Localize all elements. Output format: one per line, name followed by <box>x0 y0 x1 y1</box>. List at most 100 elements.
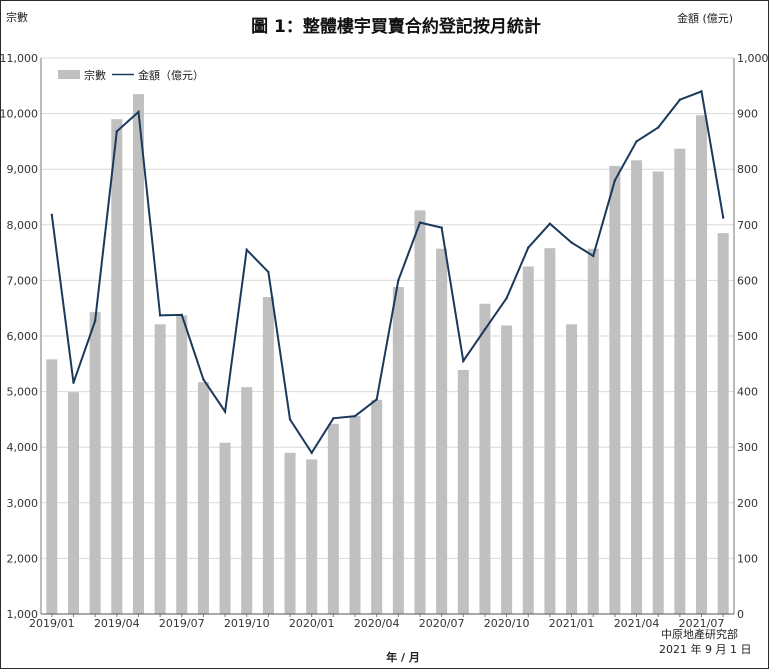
right-tick-label: 300 <box>737 441 758 454</box>
bar <box>219 442 231 614</box>
bar <box>566 324 578 614</box>
x-tick-label: 2020/01 <box>289 617 335 630</box>
bar <box>132 94 144 614</box>
bar <box>501 325 513 614</box>
bar <box>111 119 123 614</box>
x-axis-label: 年 / 月 <box>386 650 420 664</box>
line-point <box>462 359 465 363</box>
chart-title: 圖 1：整體樓宇買賣合約登記按月統計 <box>251 16 541 37</box>
right-tick-label: 100 <box>737 552 758 565</box>
bar <box>696 115 708 614</box>
line-point <box>115 130 118 133</box>
x-tick-label: 2021/01 <box>549 617 595 630</box>
bar <box>89 312 101 614</box>
bar <box>436 248 448 614</box>
bar <box>371 399 383 614</box>
left-axis-unit: 宗數 <box>6 10 28 24</box>
x-tick-label: 2019/07 <box>159 617 205 630</box>
left-tick-label: 3,000 <box>7 497 39 510</box>
line-point <box>613 179 617 182</box>
left-tick-label: 1,000 <box>7 608 39 621</box>
bar <box>522 266 534 614</box>
right-axis-unit: 金額 (億元) <box>677 11 733 25</box>
line-point <box>202 378 205 381</box>
right-tick-label: 0 <box>737 608 744 621</box>
left-tick-label: 2,000 <box>7 552 39 565</box>
line-point <box>137 110 140 114</box>
bar <box>67 392 79 614</box>
line-point <box>635 140 638 143</box>
bar <box>674 148 686 615</box>
bar <box>176 315 188 614</box>
line-point <box>310 451 313 454</box>
right-tick-label: 800 <box>737 163 758 176</box>
right-tick-label: 1,000 <box>737 52 768 65</box>
line-point <box>353 414 357 418</box>
bar <box>652 171 664 614</box>
bar <box>197 382 209 614</box>
left-tick-label: 9,000 <box>7 163 39 176</box>
right-tick-label: 700 <box>737 219 758 232</box>
x-tick-label: 2020/04 <box>354 617 400 630</box>
x-tick-label: 2021/04 <box>614 617 660 630</box>
left-tick-label: 6,000 <box>7 330 39 343</box>
bar <box>306 459 318 614</box>
legend-bar-swatch <box>58 70 80 79</box>
bar <box>46 359 58 614</box>
bar <box>241 387 253 614</box>
line-point <box>657 126 660 129</box>
left-tick-label: 5,000 <box>7 386 39 399</box>
line-point <box>332 417 335 420</box>
line-point <box>505 296 508 300</box>
bar <box>327 423 339 614</box>
bar <box>262 297 274 614</box>
bar-series <box>46 94 729 615</box>
line-point <box>440 226 443 229</box>
bar <box>349 416 361 614</box>
line-point <box>72 381 75 384</box>
bar <box>154 324 166 614</box>
right-tick-label: 900 <box>737 108 758 121</box>
bar <box>631 160 643 614</box>
bar <box>609 165 621 614</box>
legend-bar-label: 宗數 <box>84 68 106 82</box>
line-point <box>93 319 97 323</box>
legend-line-label: 金額（億元） <box>138 68 204 82</box>
x-tick-label: 2019/04 <box>94 617 140 630</box>
amount-line <box>50 90 725 455</box>
bar <box>587 248 599 614</box>
line-point <box>592 254 595 258</box>
left-tick-label: 11,000 <box>1 52 38 65</box>
bar <box>717 233 729 614</box>
line-point <box>375 398 378 401</box>
line-point <box>483 328 487 331</box>
line-point <box>245 248 248 252</box>
line-point <box>288 418 292 421</box>
line-point <box>527 246 530 249</box>
x-tick-label: 2020/07 <box>419 617 465 630</box>
line-point <box>223 410 227 413</box>
line-point <box>700 90 703 93</box>
x-tick-label: 2021/07 <box>679 617 725 630</box>
line-point <box>548 222 552 225</box>
x-tick-label: 2019/10 <box>224 617 270 630</box>
bar <box>414 210 426 614</box>
tick-labels: 1,000 2,000 3,000 4,000 5,000 6,000 7,000 8,000… <box>1 52 768 630</box>
right-tick-label: 200 <box>737 497 758 510</box>
source-name: 中原地產研究部 <box>661 627 738 641</box>
right-tick-label: 600 <box>737 274 758 287</box>
bar <box>479 303 491 614</box>
right-tick-label: 500 <box>737 330 758 343</box>
left-tick-label: 4,000 <box>7 441 39 454</box>
x-tick-label: 2019/01 <box>29 617 75 630</box>
left-tick-label: 10,000 <box>1 108 38 121</box>
line-point <box>397 279 400 282</box>
line-point <box>570 241 573 244</box>
right-tick-label: 400 <box>737 386 758 399</box>
line-point <box>678 98 682 101</box>
left-tick-label: 8,000 <box>7 219 39 232</box>
legend: 宗數 金額（億元） <box>58 68 204 82</box>
line-point <box>50 213 54 216</box>
